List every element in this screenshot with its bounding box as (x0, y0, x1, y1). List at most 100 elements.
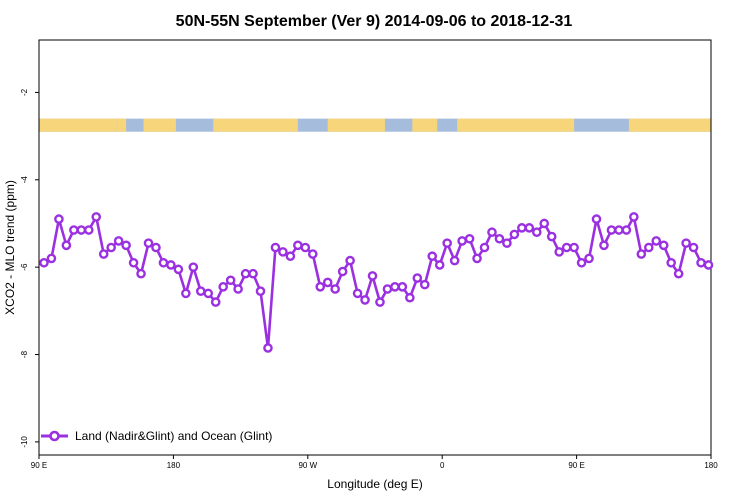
data-point (225, 275, 236, 286)
data-point (502, 238, 512, 248)
data-point (561, 242, 572, 253)
data-point (69, 225, 79, 235)
data-point (599, 240, 609, 251)
data-point (390, 282, 400, 292)
data-point (487, 227, 497, 238)
data-point (143, 238, 154, 248)
data-point (606, 225, 617, 235)
data-point (479, 242, 490, 253)
data-point (427, 251, 438, 262)
data-point (83, 225, 94, 235)
data-point (46, 253, 57, 264)
data-point (405, 292, 415, 303)
y-tick-label: -6 (20, 263, 29, 271)
data-point (285, 251, 296, 262)
data-point (643, 242, 654, 253)
x-tick-label: 90 W (298, 461, 317, 470)
land-span (412, 118, 438, 132)
data-point (113, 236, 124, 246)
data-point (449, 255, 460, 266)
data-point (39, 257, 49, 268)
data-point (91, 212, 102, 222)
legend-label: Land (Nadir&Glint) and Ocean (Glint) (75, 429, 272, 443)
data-point (188, 262, 199, 272)
data-point (681, 238, 691, 248)
data-point (442, 238, 452, 248)
data-point (136, 268, 146, 279)
data-point (98, 249, 109, 259)
data-point (151, 242, 161, 253)
data-point (76, 225, 87, 235)
data-point (696, 257, 706, 268)
legend-marker (49, 430, 60, 442)
y-tick-label: -10 (20, 436, 29, 448)
data-point (158, 257, 169, 268)
data-point (614, 225, 624, 235)
data-point (263, 343, 273, 353)
data-point (255, 286, 266, 296)
data-point (457, 236, 467, 246)
data-point (360, 295, 370, 305)
data-point (337, 266, 348, 277)
data-point (576, 257, 587, 268)
legend: Land (Nadir&Glint) and Ocean (Glint) (41, 429, 272, 443)
land-ocean-strip (39, 118, 711, 132)
land-span (457, 118, 575, 132)
data-point (666, 257, 676, 268)
data-point (494, 233, 505, 244)
data-point (546, 231, 557, 242)
data-point (322, 277, 333, 288)
data-point (106, 242, 116, 253)
data-point (531, 227, 542, 238)
data-point (382, 284, 393, 294)
x-tick-label: 180 (167, 461, 181, 470)
data-point (173, 264, 184, 275)
chart-title: 50N-55N September (Ver 9) 2014-09-06 to … (176, 13, 573, 30)
land-span (628, 118, 711, 132)
x-axis: 90 E 180 90 W 0 90 E 180 (31, 455, 718, 470)
data-point (210, 297, 221, 307)
data-point (524, 223, 535, 233)
data-point (539, 218, 550, 229)
data-point (218, 282, 228, 292)
data-point (278, 247, 288, 257)
data-point (509, 229, 520, 240)
data-point (233, 284, 243, 294)
data-point (121, 240, 131, 251)
land-span (39, 118, 117, 132)
data-point (240, 268, 251, 279)
x-tick-label: 90 E (568, 461, 584, 470)
data-point (419, 279, 430, 290)
data-point (472, 253, 482, 264)
data-point (412, 273, 423, 283)
data-point (128, 257, 139, 268)
data-point (352, 288, 363, 299)
data-point (397, 282, 408, 292)
data-point (181, 288, 191, 299)
data-point (307, 249, 318, 259)
data-point (554, 247, 564, 257)
data-point (345, 255, 355, 266)
data-point (248, 268, 258, 279)
plot-area (38, 39, 712, 456)
y-tick-label: -2 (20, 88, 29, 96)
data-point (688, 242, 699, 253)
data-point (315, 282, 326, 292)
y-axis-label: XCO2 - MLO trend (ppm) (3, 180, 17, 315)
land-span (116, 118, 127, 132)
data-point (517, 223, 527, 233)
data-point (61, 240, 72, 251)
data-point (673, 268, 684, 279)
data-point (636, 249, 647, 259)
y-tick-label: -8 (20, 350, 29, 358)
data-point (293, 240, 303, 251)
y-tick-label: -4 (20, 176, 29, 184)
data-point (330, 284, 340, 294)
y-axis: -2 -4 -6 -8 -10 (20, 88, 39, 448)
data-point (703, 260, 714, 270)
series-line-group (39, 212, 714, 353)
data-point (658, 240, 669, 251)
x-tick-label: 180 (704, 461, 718, 470)
data-point (270, 242, 281, 253)
